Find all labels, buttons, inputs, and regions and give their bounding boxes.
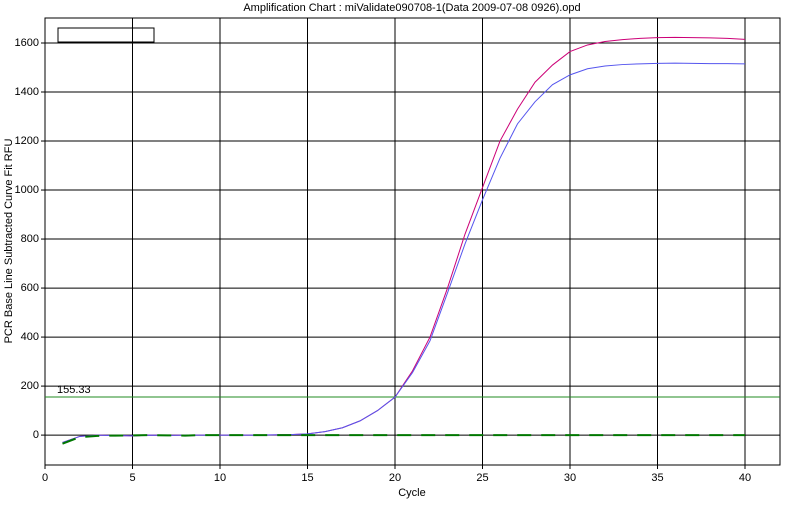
plot-frame — [44, 17, 781, 466]
y-tick-label: 600 — [21, 282, 39, 294]
y-tick-label: 1600 — [15, 37, 39, 49]
series-line — [62, 36, 746, 443]
x-tick-label: 15 — [301, 472, 313, 484]
x-tick-label: 25 — [476, 472, 488, 484]
x-tick-label: 0 — [42, 472, 48, 484]
x-tick-label: 20 — [389, 472, 401, 484]
y-tick-label: 1000 — [15, 184, 39, 196]
y-tick-label: 200 — [21, 380, 39, 392]
x-tick-label: 30 — [564, 472, 576, 484]
x-tick-label: 5 — [129, 472, 135, 484]
y-tick-label: 0 — [33, 429, 39, 441]
threshold-label: 155.33 — [57, 384, 91, 396]
y-tick-label: 800 — [21, 233, 39, 245]
series-line — [62, 434, 745, 445]
x-tick-label: 40 — [739, 472, 751, 484]
x-tick-label: 35 — [651, 472, 663, 484]
legend-box — [57, 27, 155, 43]
x-tick-label: 10 — [214, 472, 226, 484]
y-tick-label: 1200 — [15, 135, 39, 147]
series-line — [62, 62, 746, 443]
y-tick-label: 400 — [21, 331, 39, 343]
x-axis-label: Cycle — [398, 487, 426, 499]
chart-title: Amplification Chart : miValidate090708-1… — [243, 2, 580, 14]
y-tick-label: 1400 — [15, 86, 39, 98]
y-axis-label: PCR Base Line Subtracted Curve Fit RFU — [3, 139, 15, 344]
